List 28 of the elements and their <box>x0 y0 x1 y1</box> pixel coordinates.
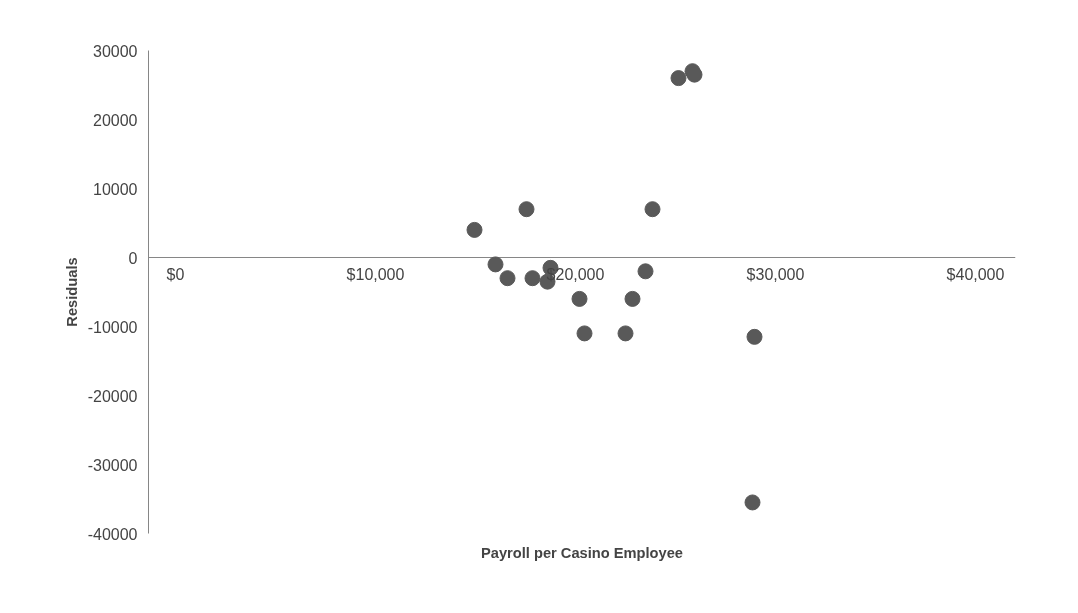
y-tick-label: 10000 <box>93 180 138 198</box>
y-tick-label: -10000 <box>87 318 138 336</box>
point <box>624 290 641 307</box>
y-tick-label: -20000 <box>87 387 138 405</box>
point <box>637 263 654 280</box>
x-axis-title: Payroll per Casino Employee <box>481 544 684 561</box>
point <box>644 201 661 218</box>
point <box>571 290 588 307</box>
x-tick-label: $30,000 <box>746 265 805 283</box>
y-tick-label: 30000 <box>93 42 138 60</box>
point <box>466 221 483 238</box>
point <box>518 201 535 218</box>
x-tick-label: $40,000 <box>946 265 1005 283</box>
y-tick-label: 20000 <box>93 111 138 129</box>
y-tick-label: 0 <box>128 249 138 267</box>
y-tick-label: -30000 <box>87 456 138 474</box>
point <box>576 325 593 342</box>
point <box>670 70 687 87</box>
point <box>746 328 763 345</box>
point <box>617 325 634 342</box>
x-tick-label: $10,000 <box>346 265 405 283</box>
y-axis-title: Residuals <box>63 257 80 327</box>
point <box>524 270 541 287</box>
point <box>744 494 761 511</box>
y-tick-label: -40000 <box>87 525 138 543</box>
x-tick-label: $0 <box>166 265 185 283</box>
point <box>499 270 516 287</box>
point <box>487 256 504 273</box>
